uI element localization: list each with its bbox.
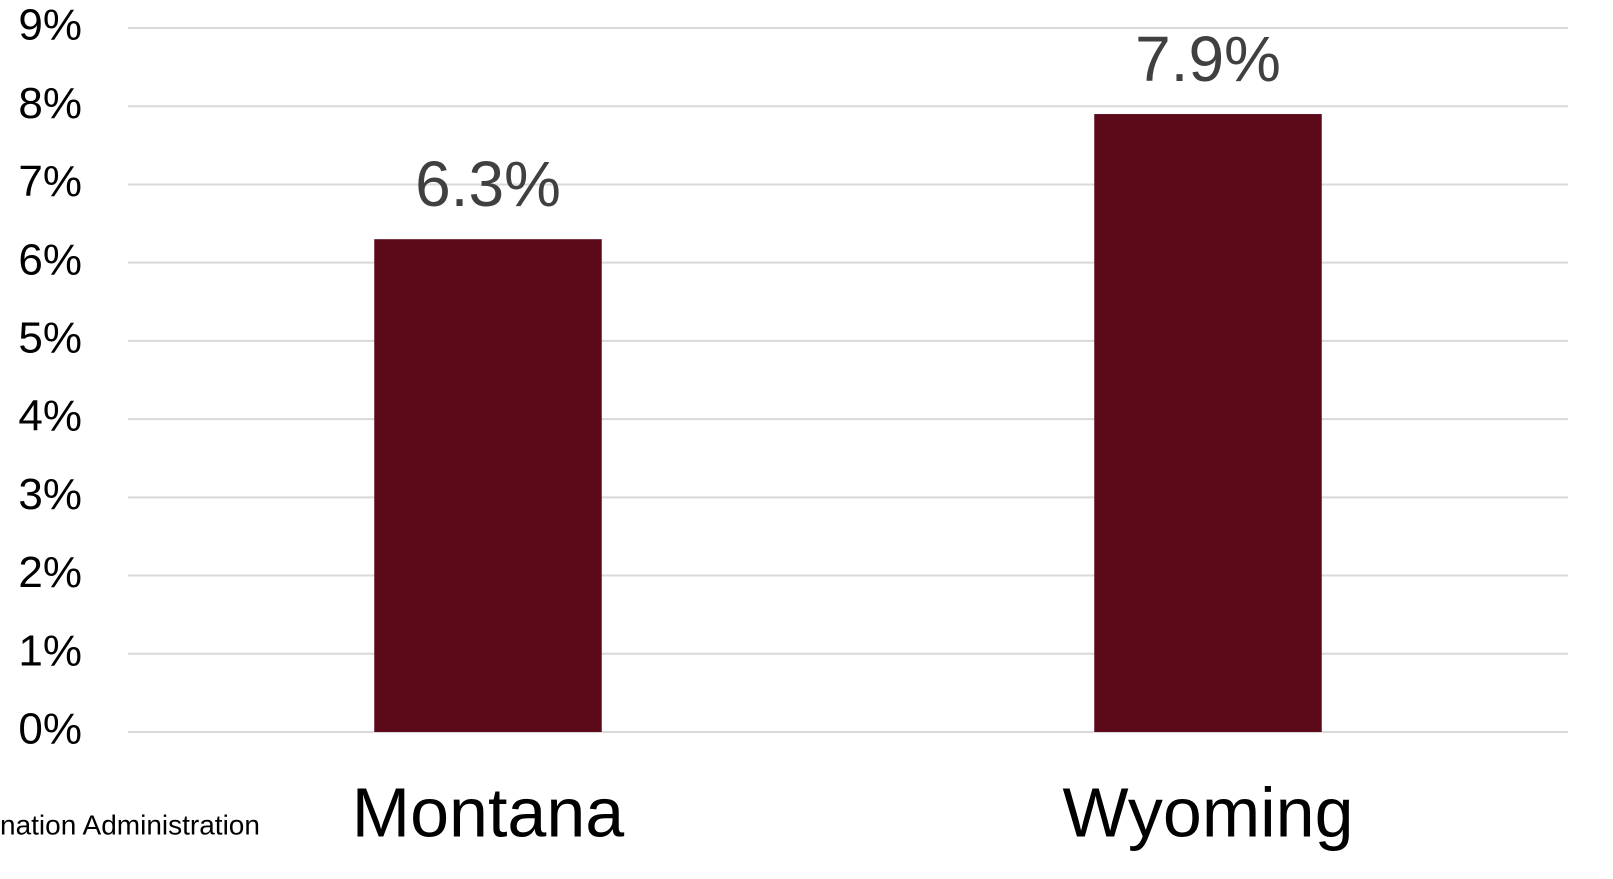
- y-tick-label: 8%: [18, 79, 82, 128]
- y-tick-label: 2%: [18, 548, 82, 597]
- y-tick-label: 4%: [18, 392, 82, 441]
- x-tick-label: Montana: [352, 773, 624, 851]
- bar: [374, 239, 602, 732]
- y-tick-label: 6%: [18, 235, 82, 284]
- y-tick-label: 0%: [18, 705, 82, 754]
- source-note: nation Administration: [0, 809, 260, 840]
- bar: [1094, 114, 1322, 733]
- value-label: 7.9%: [1135, 23, 1281, 95]
- y-tick-label: 3%: [18, 470, 82, 519]
- y-tick-label: 1%: [18, 626, 82, 675]
- value-label: 6.3%: [415, 148, 561, 220]
- y-tick-label: 9%: [18, 1, 82, 50]
- x-tick-label: Wyoming: [1062, 773, 1353, 851]
- y-tick-label: 7%: [18, 157, 82, 206]
- y-tick-label: 5%: [18, 314, 82, 363]
